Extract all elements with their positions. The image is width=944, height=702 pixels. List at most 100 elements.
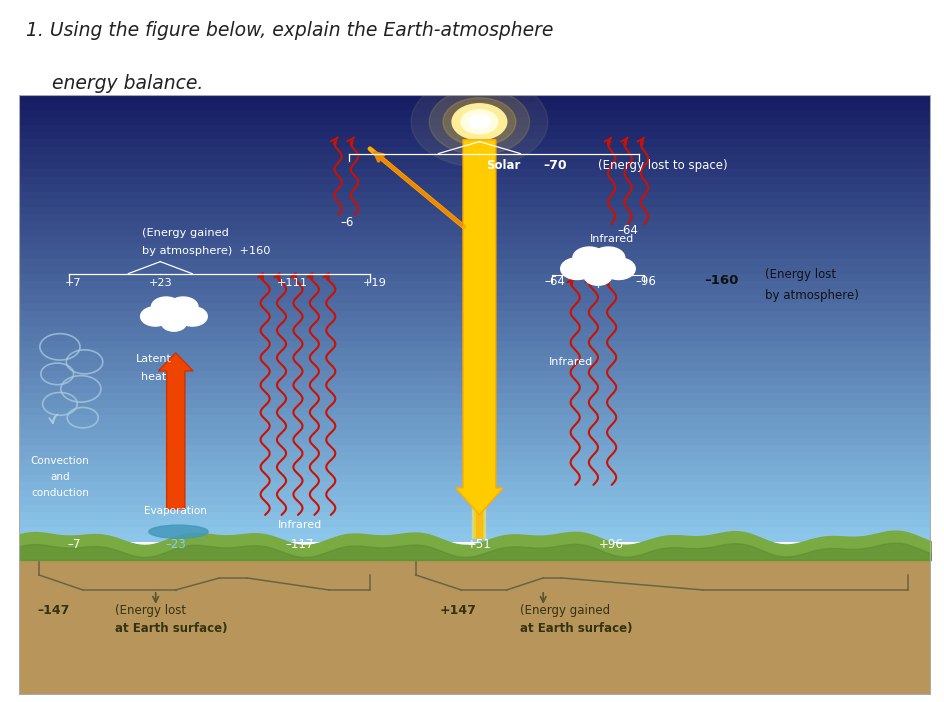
Circle shape	[151, 297, 180, 317]
Bar	[19, 124, 930, 132]
Bar	[19, 347, 930, 356]
Bar	[19, 518, 930, 527]
Bar	[19, 220, 930, 229]
Text: and: and	[50, 472, 70, 482]
Text: –64: –64	[544, 275, 565, 288]
Bar	[19, 496, 930, 505]
Bar	[19, 421, 930, 430]
Circle shape	[411, 77, 548, 167]
Bar	[19, 287, 930, 296]
Text: –117: –117	[285, 538, 313, 551]
Bar	[19, 153, 930, 162]
Circle shape	[572, 247, 605, 269]
Circle shape	[168, 297, 197, 317]
Text: +147: +147	[440, 604, 477, 617]
Text: (Energy lost: (Energy lost	[764, 268, 835, 281]
Text: –23: –23	[165, 538, 186, 551]
Bar	[19, 481, 930, 490]
Bar	[19, 146, 930, 154]
Circle shape	[177, 307, 207, 326]
Bar	[19, 437, 930, 445]
Bar	[19, 138, 930, 147]
Bar	[19, 280, 930, 289]
Circle shape	[461, 110, 497, 134]
Bar	[19, 303, 930, 311]
Bar	[19, 272, 930, 281]
Text: +23: +23	[148, 277, 172, 288]
Bar	[19, 101, 930, 110]
Bar	[19, 183, 930, 192]
Bar	[19, 227, 930, 237]
Text: –96: –96	[635, 275, 656, 288]
Bar	[19, 474, 930, 482]
Bar	[19, 116, 930, 124]
Text: –70: –70	[543, 159, 566, 172]
Text: energy balance.: energy balance.	[52, 74, 203, 93]
Text: Latent: Latent	[136, 354, 172, 364]
Text: +51: +51	[466, 538, 491, 551]
Bar	[19, 295, 930, 303]
Circle shape	[451, 104, 506, 140]
Text: +111: +111	[277, 277, 308, 288]
Bar	[19, 243, 930, 251]
Circle shape	[577, 252, 618, 279]
Circle shape	[443, 98, 515, 146]
Bar	[19, 324, 930, 333]
Bar	[19, 406, 930, 415]
Bar	[19, 560, 930, 695]
Text: (Energy gained: (Energy gained	[520, 604, 610, 617]
FancyArrow shape	[159, 353, 193, 509]
Bar	[19, 340, 930, 348]
Text: conduction: conduction	[31, 488, 89, 498]
Bar	[19, 377, 930, 385]
Bar	[19, 392, 930, 400]
Bar	[19, 109, 930, 117]
Bar	[19, 451, 930, 460]
Bar	[19, 369, 930, 378]
Bar	[19, 534, 930, 542]
Text: –6: –6	[340, 216, 353, 229]
Bar	[19, 310, 930, 318]
Text: +96: +96	[598, 538, 623, 551]
Circle shape	[601, 258, 634, 279]
Text: Convection: Convection	[30, 456, 90, 466]
Text: (Energy gained: (Energy gained	[142, 228, 228, 238]
Bar	[19, 414, 930, 423]
Text: +19: +19	[362, 277, 386, 288]
Circle shape	[141, 307, 170, 326]
Text: Infrared: Infrared	[548, 357, 592, 367]
Bar	[19, 258, 930, 266]
Bar	[19, 176, 930, 184]
Text: at Earth surface): at Earth surface)	[114, 622, 227, 635]
Bar	[19, 444, 930, 453]
Bar	[19, 466, 930, 475]
Ellipse shape	[149, 525, 208, 538]
Bar	[19, 526, 930, 534]
Circle shape	[453, 105, 504, 138]
Bar	[19, 168, 930, 177]
Circle shape	[560, 258, 593, 279]
Text: –7: –7	[67, 538, 80, 551]
Bar	[19, 213, 930, 221]
Bar	[19, 317, 930, 326]
Bar	[19, 161, 930, 169]
Circle shape	[429, 88, 529, 154]
Bar	[19, 332, 930, 340]
Text: heat: heat	[141, 372, 166, 382]
Bar	[19, 362, 930, 371]
Text: –64: –64	[617, 224, 638, 237]
Circle shape	[161, 315, 186, 331]
Circle shape	[591, 247, 624, 269]
Bar	[19, 93, 930, 102]
Bar	[19, 489, 930, 497]
Bar	[19, 206, 930, 214]
Circle shape	[468, 114, 490, 129]
Circle shape	[583, 267, 611, 285]
Bar	[19, 250, 930, 259]
Text: +7: +7	[65, 277, 82, 288]
Bar	[19, 355, 930, 363]
Bar	[19, 190, 930, 199]
Text: at Earth surface): at Earth surface)	[520, 622, 632, 635]
Text: Solar: Solar	[485, 159, 519, 172]
Text: Infrared: Infrared	[278, 520, 322, 530]
